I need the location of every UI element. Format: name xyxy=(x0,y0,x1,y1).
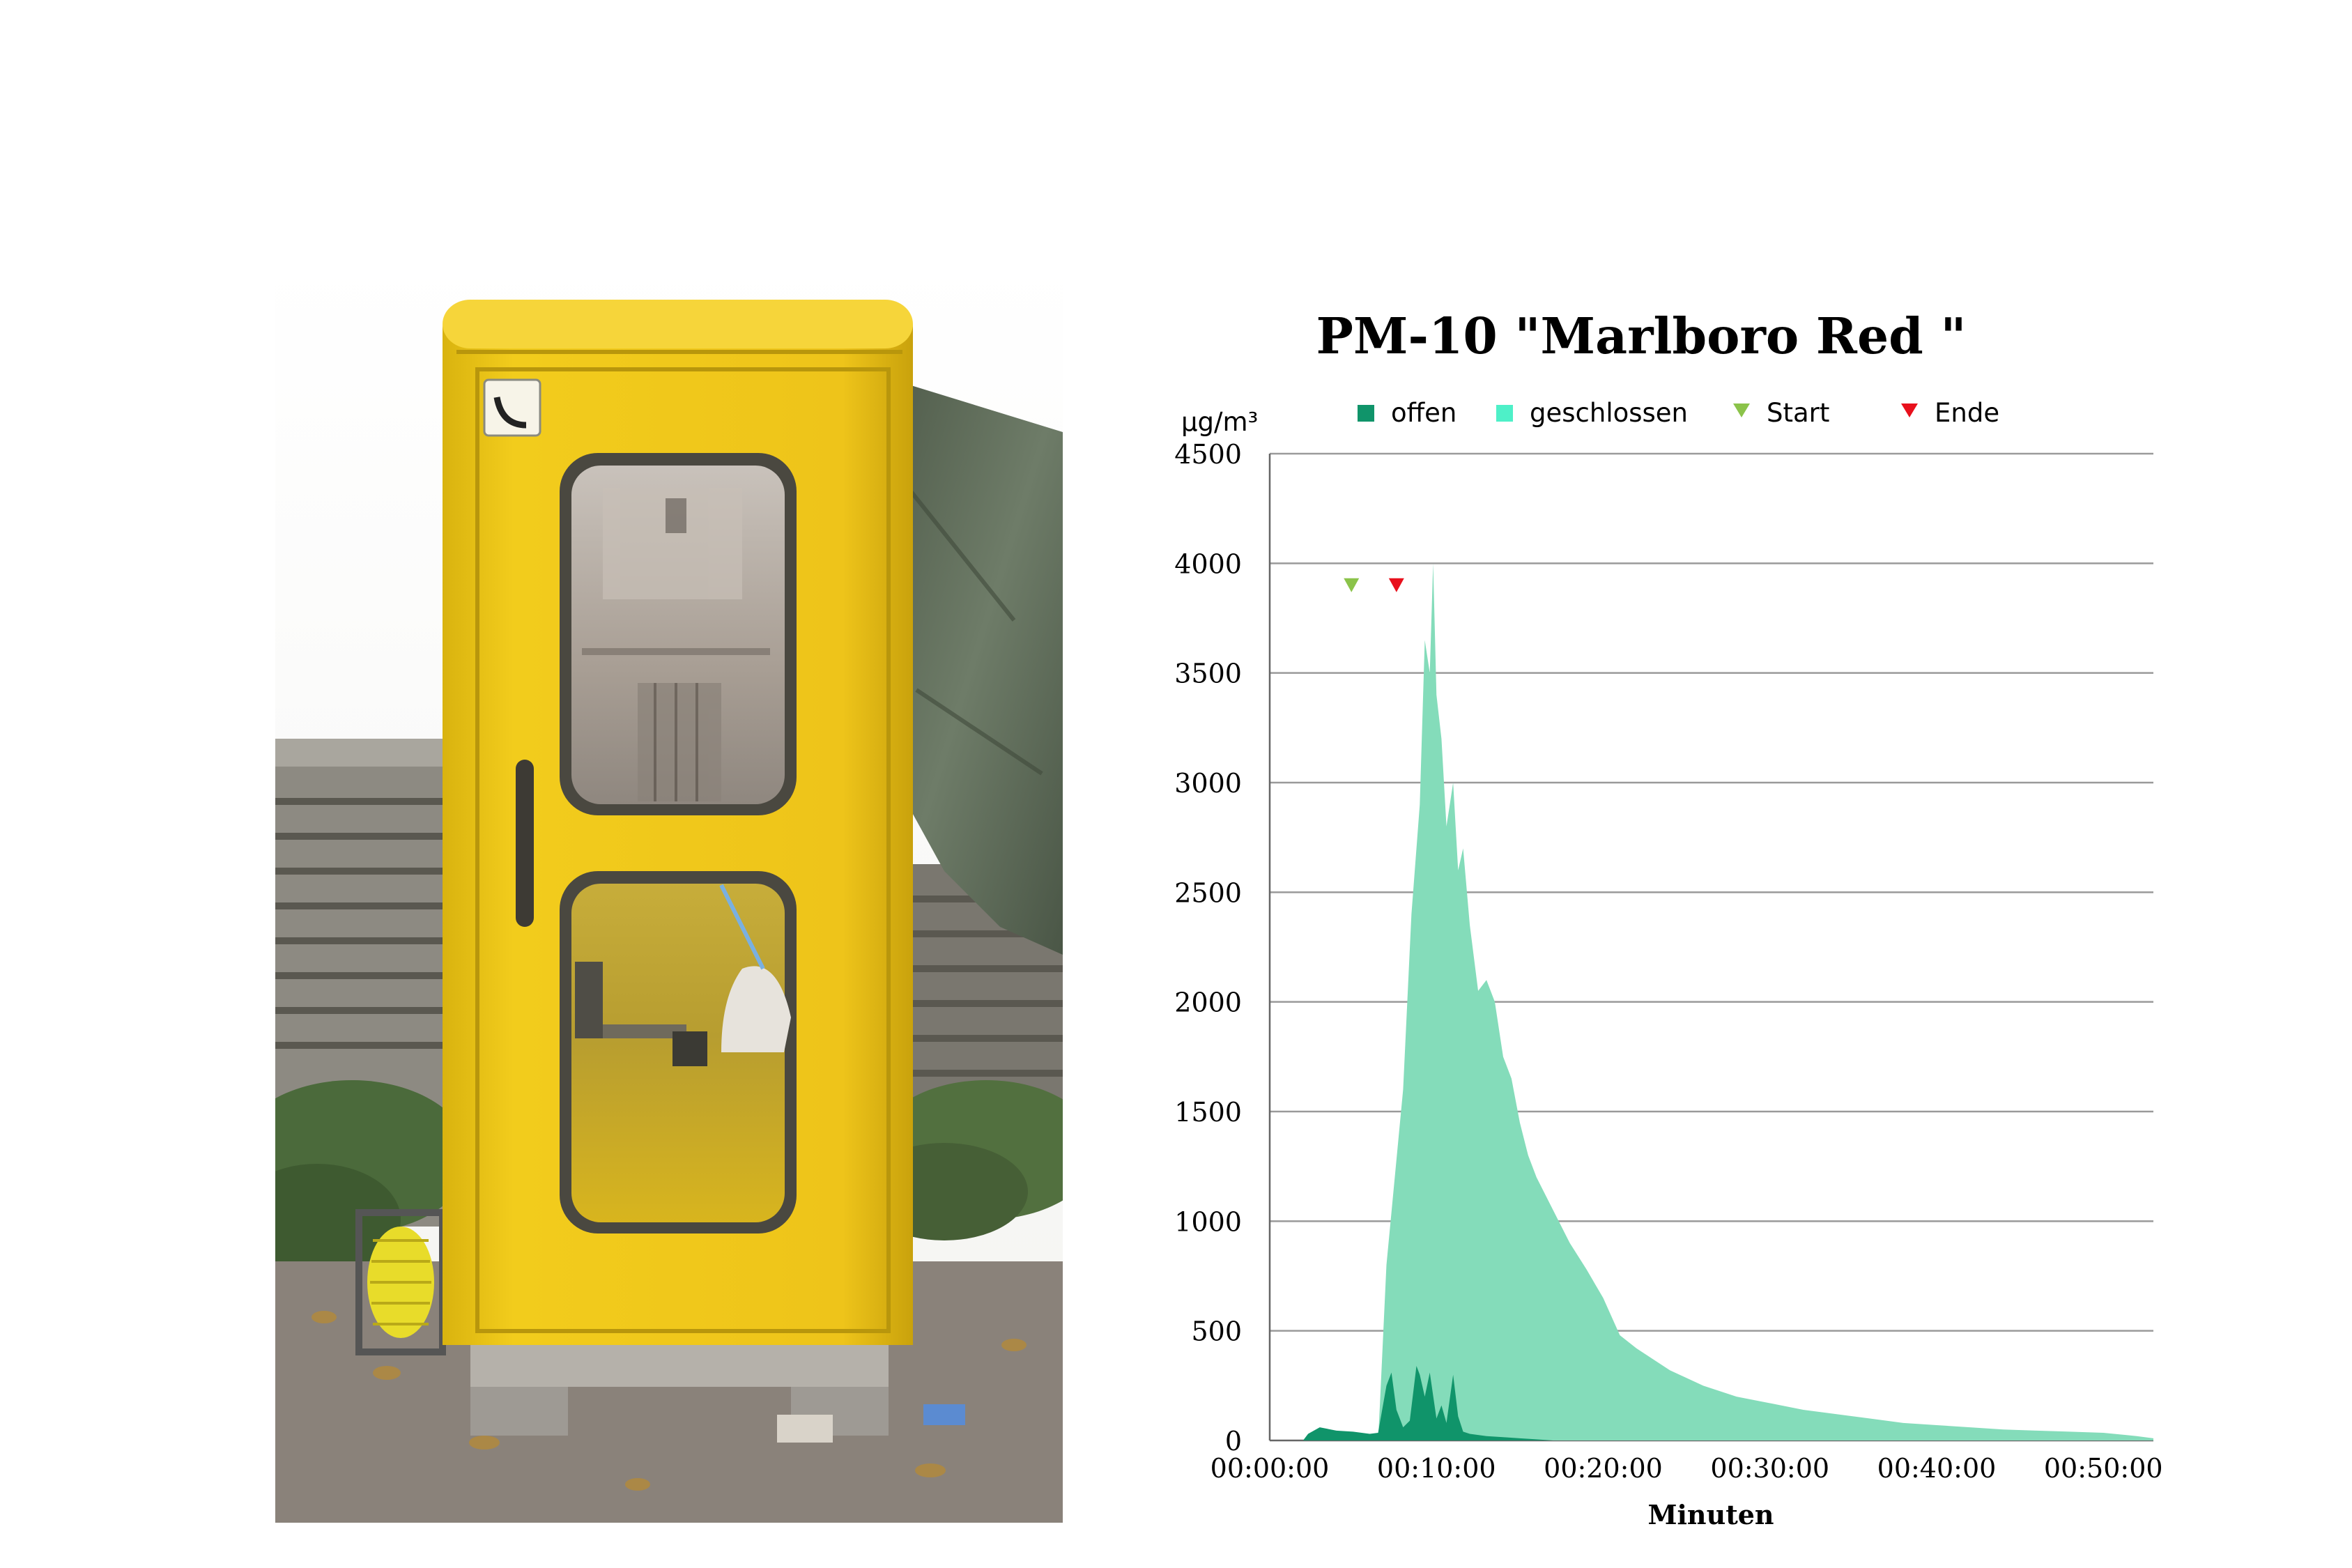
chart-ticks: 0 500 1000 1500 2000 2500 3000 3500 4000 4500 00:0… xyxy=(1174,439,2162,1484)
x-tick-label: 00:20:00 xyxy=(1544,1453,1663,1484)
photo-illustration xyxy=(275,258,1063,1523)
area-series-offen xyxy=(1270,1366,1553,1440)
legend-swatch-Ende xyxy=(1901,403,1918,417)
y-tick-label: 3000 xyxy=(1174,768,1242,799)
window-reflection xyxy=(582,488,770,801)
y-tick-label: 2000 xyxy=(1174,987,1242,1018)
chart-legend: offen geschlossen Start Ende xyxy=(1358,398,1999,428)
ground-box xyxy=(777,1415,833,1443)
phone-booth-photo xyxy=(275,258,1063,1523)
x-axis-label: Minuten xyxy=(1647,1499,1774,1530)
bushes xyxy=(275,1080,1063,1275)
y-tick-label: 1000 xyxy=(1174,1206,1242,1237)
legend-swatch-geschlossen xyxy=(1496,405,1513,422)
pm10-chart: PM-10 "Marlboro Red " µg/m³ offen geschlo… xyxy=(1150,279,2167,1547)
x-tick-label: 00:40:00 xyxy=(1877,1453,1997,1484)
y-tick-label: 0 xyxy=(1225,1426,1242,1456)
chart-series xyxy=(1270,563,2153,1440)
y-tick-label: 1500 xyxy=(1174,1097,1242,1128)
green-tarp xyxy=(882,376,1063,955)
ground-bag xyxy=(923,1404,965,1425)
x-tick-label: 00:10:00 xyxy=(1377,1453,1496,1484)
area-series-geschlossen xyxy=(1270,563,2153,1440)
legend-label-geschlossen: geschlossen xyxy=(1530,398,1688,428)
phone-booth xyxy=(443,300,913,1345)
cable-reel xyxy=(355,1209,446,1355)
x-tick-label: 00:50:00 xyxy=(2044,1453,2163,1484)
chart-markers xyxy=(1344,578,1404,592)
y-tick-label: 2500 xyxy=(1174,877,1242,908)
marker-start xyxy=(1344,578,1360,592)
chart-canvas: PM-10 "Marlboro Red " µg/m³ offen geschlo… xyxy=(1174,307,2162,1530)
measuring-equipment xyxy=(575,884,791,1066)
chart-title: PM-10 "Marlboro Red " xyxy=(1316,307,1967,365)
legend-label-Ende: Ende xyxy=(1935,398,1999,428)
legend-swatch-offen xyxy=(1358,405,1374,422)
legend-label-offen: offen xyxy=(1391,398,1456,428)
y-tick-label: 4500 xyxy=(1174,439,1242,470)
x-tick-label: 00:00:00 xyxy=(1210,1453,1330,1484)
door-handle xyxy=(516,760,534,927)
y-tick-label: 500 xyxy=(1191,1316,1242,1347)
y-tick-label: 3500 xyxy=(1174,659,1242,689)
y-axis-unit: µg/m³ xyxy=(1181,407,1258,437)
legend-swatch-Start xyxy=(1733,403,1750,417)
booth-foot-left xyxy=(470,1380,568,1436)
legend-label-Start: Start xyxy=(1767,398,1829,428)
phone-sign xyxy=(483,378,541,437)
y-tick-label: 4000 xyxy=(1174,548,1242,579)
marker-ende xyxy=(1388,578,1404,592)
x-tick-label: 00:30:00 xyxy=(1710,1453,1829,1484)
